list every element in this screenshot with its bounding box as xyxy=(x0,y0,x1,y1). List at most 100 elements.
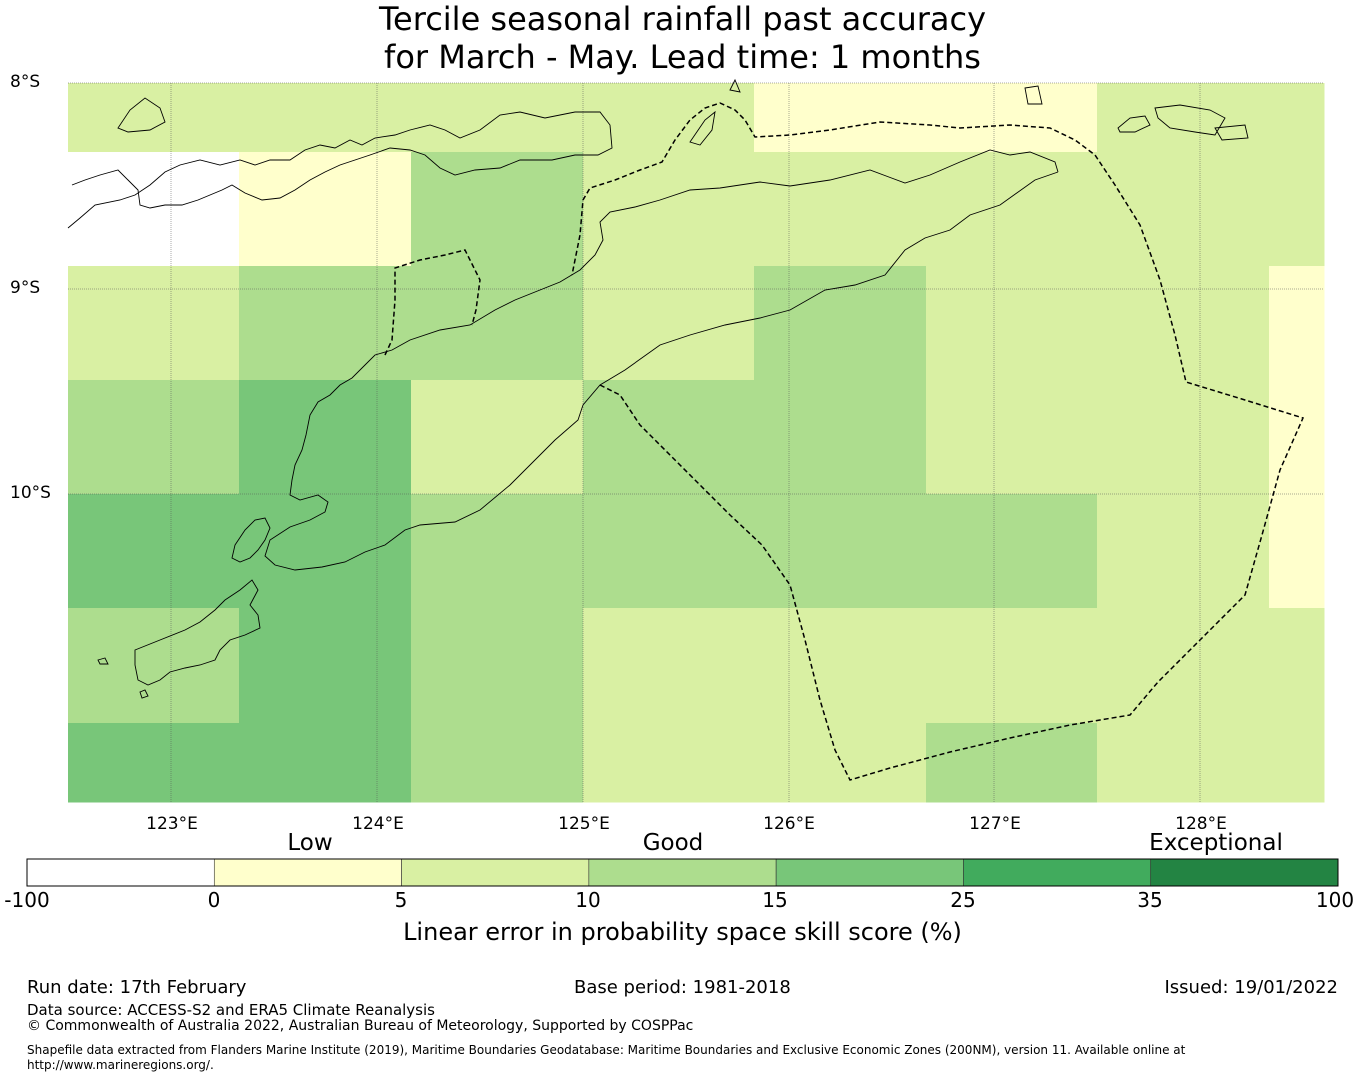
grid-cell xyxy=(754,723,927,803)
colorbar-segment xyxy=(775,858,964,887)
grid-cell xyxy=(754,494,927,609)
grid-cell xyxy=(1097,494,1270,609)
grid-cell xyxy=(68,152,240,267)
grid-cell xyxy=(411,152,584,267)
grid-cell xyxy=(239,723,412,803)
grid-cell xyxy=(926,723,1098,803)
grid-cell xyxy=(926,83,1098,153)
cb-tick-25: 25 xyxy=(950,888,976,912)
grid-cell xyxy=(583,266,755,381)
grid-cell xyxy=(583,380,755,495)
colorbar-segment xyxy=(588,858,777,887)
colorbar-segment xyxy=(963,858,1152,887)
grid-cell xyxy=(411,608,584,724)
grid-cell xyxy=(239,152,412,267)
title-line-2: for March - May. Lead time: 1 months xyxy=(384,38,981,76)
coastline-island-6 xyxy=(689,110,716,146)
grid-cell xyxy=(754,266,927,381)
grid-cell xyxy=(926,266,1098,381)
shapefile-credit-line-2: http://www.marineregions.org/. xyxy=(27,1058,214,1072)
lon-label-125e: 125°E xyxy=(558,814,610,834)
colorbar-segment xyxy=(1150,858,1339,887)
category-exceptional: Exceptional xyxy=(1149,830,1283,856)
grid-cell xyxy=(411,723,584,803)
coastline-island-1 xyxy=(117,97,166,133)
coastline-island-7 xyxy=(97,657,109,665)
category-low: Low xyxy=(287,830,333,856)
colorbar-segment xyxy=(26,858,215,887)
grid-cell xyxy=(754,152,927,267)
grid-cell xyxy=(583,494,755,609)
grid-cell xyxy=(239,266,412,381)
grid-cell xyxy=(1269,494,1325,609)
grid-cell xyxy=(411,266,584,381)
coastline-island-9 xyxy=(729,78,741,93)
coastline-island-3 xyxy=(1154,104,1226,136)
chart-title: Tercile seasonal rainfall past accuracy … xyxy=(0,0,1365,76)
cb-tick-100: 100 xyxy=(1315,888,1355,912)
colorbar-segment xyxy=(213,858,402,887)
grid-cell xyxy=(68,494,240,609)
grid-cell xyxy=(583,152,755,267)
grid-cell xyxy=(754,608,927,724)
grid-cell xyxy=(239,83,412,153)
issued-date: Issued: 19/01/2022 xyxy=(1164,977,1338,998)
coastline-flores xyxy=(67,111,613,229)
skill-grid xyxy=(68,83,1325,803)
lat-label-9s: 9°S xyxy=(10,278,41,298)
cb-tick-minus100: -100 xyxy=(4,888,50,912)
grid-cell xyxy=(68,83,240,153)
grid-cell xyxy=(1269,83,1325,153)
lon-label-127e: 127°E xyxy=(969,814,1021,834)
graticule xyxy=(68,82,1324,802)
lon-label-128e: 128°E xyxy=(1175,814,1227,834)
grid-cell xyxy=(583,608,755,724)
grid-cell xyxy=(926,608,1098,724)
grid-cell xyxy=(1097,608,1270,724)
category-good: Good xyxy=(642,830,704,856)
grid-cell xyxy=(239,608,412,724)
grid-cell xyxy=(1097,723,1270,803)
colorbar-outline xyxy=(26,858,1339,887)
grid-cell xyxy=(411,494,584,609)
grid-cell xyxy=(1269,266,1325,381)
grid-cell xyxy=(926,494,1098,609)
run-date: Run date: 17th February xyxy=(27,977,247,998)
grid-cell xyxy=(239,380,412,495)
grid-cell xyxy=(1097,380,1270,495)
coastline-timor xyxy=(264,149,1059,571)
base-period: Base period: 1981-2018 xyxy=(574,977,791,998)
grid-cell xyxy=(1269,152,1325,267)
grid-cell xyxy=(411,83,584,153)
grid-cell xyxy=(68,723,240,803)
grid-cell xyxy=(1269,608,1325,724)
cb-tick-35: 35 xyxy=(1137,888,1163,912)
colorbar-label: Linear error in probability space skill … xyxy=(403,918,962,946)
coastline-semau xyxy=(231,517,271,563)
grid-cell xyxy=(68,608,240,724)
grid-cell xyxy=(754,380,927,495)
cb-tick-10: 10 xyxy=(575,888,601,912)
lon-label-124e: 124°E xyxy=(352,814,404,834)
lon-label-123e: 123°E xyxy=(146,814,198,834)
cb-tick-0: 0 xyxy=(207,888,221,912)
grid-cell xyxy=(68,380,240,495)
coastlines xyxy=(67,78,1249,699)
grid-cell xyxy=(583,83,755,153)
coastline-island-2 xyxy=(1117,115,1151,133)
grid-cell xyxy=(411,380,584,495)
shapefile-credit-line-1: Shapefile data extracted from Flanders M… xyxy=(27,1043,1186,1057)
copyright: © Commonwealth of Australia 2022, Austra… xyxy=(27,1018,694,1034)
coastline-rote xyxy=(134,579,261,686)
grid-cell xyxy=(754,83,927,153)
eez-boundary-main xyxy=(571,102,1305,781)
grid-cell xyxy=(1269,380,1325,495)
grid-cell xyxy=(68,266,240,381)
grid-cell xyxy=(1269,723,1325,803)
coastline-island-4 xyxy=(1214,124,1249,141)
coastline-island-5 xyxy=(1024,85,1043,105)
colorbar-segment xyxy=(401,858,590,887)
grid-cell xyxy=(1097,266,1270,381)
grid-cell xyxy=(1097,83,1270,153)
